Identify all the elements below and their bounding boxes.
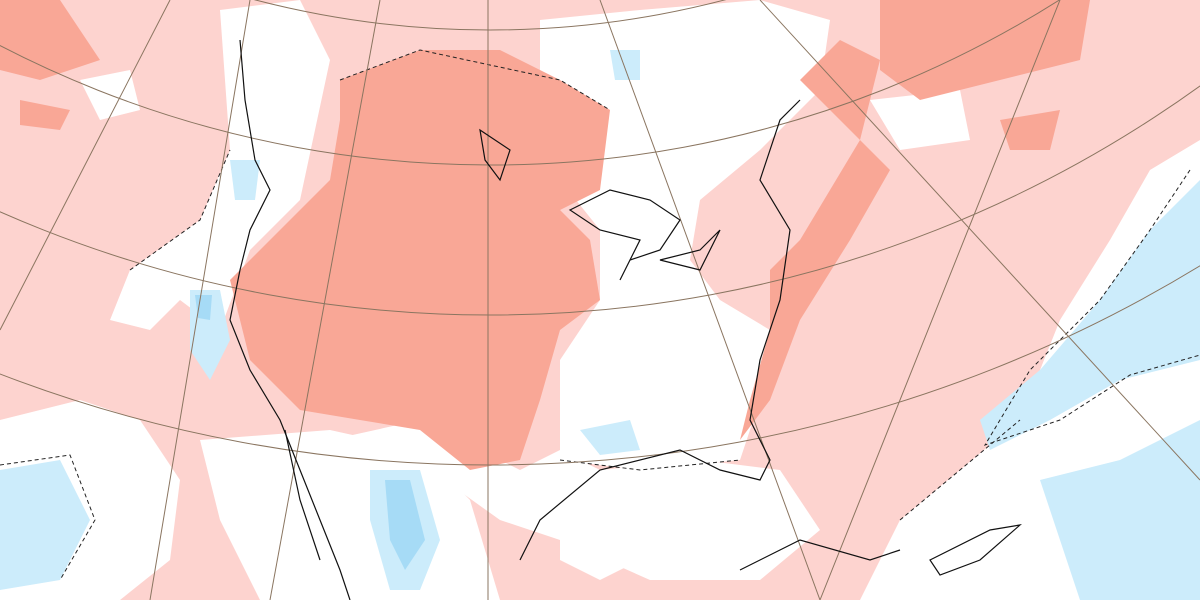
contours (0, 49, 1200, 581)
coastlines (229, 39, 1022, 600)
cool-regions (0, 50, 1200, 600)
warm-regions (0, 0, 1090, 470)
cool-core-regions (195, 295, 425, 570)
